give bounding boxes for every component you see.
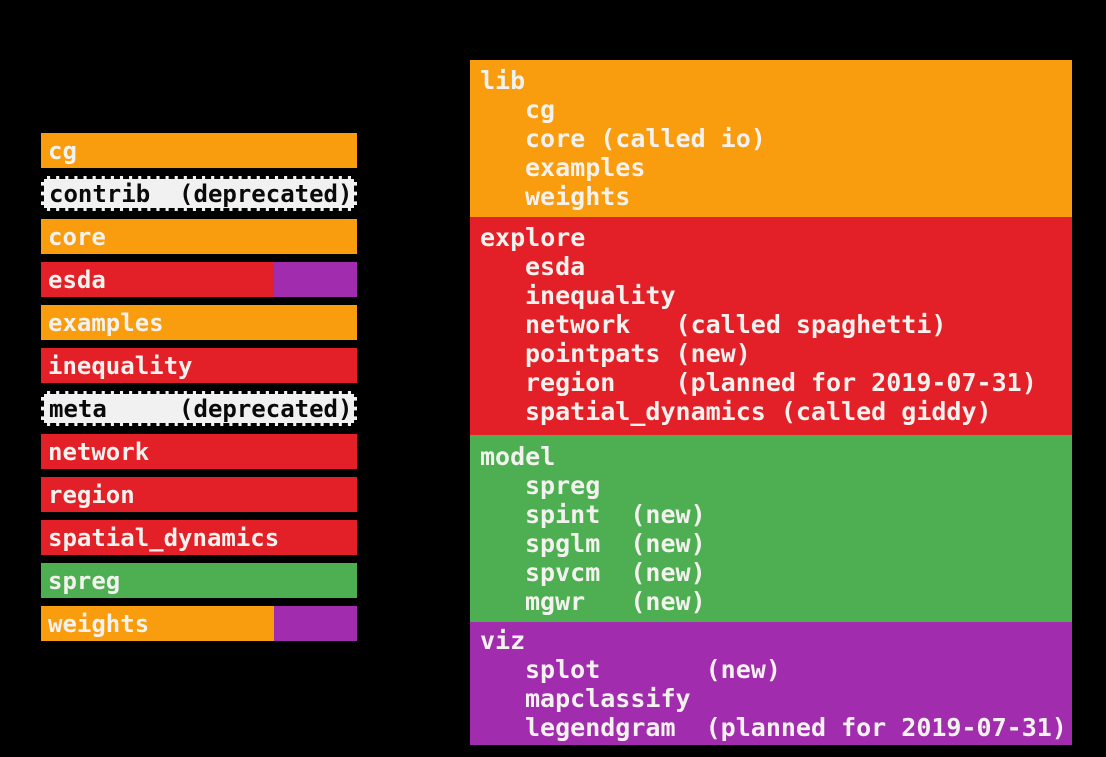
purple-split-segment (274, 606, 357, 641)
module-label: meta (deprecated) (49, 394, 353, 423)
module-label: esda (48, 265, 106, 294)
module-label: examples (48, 308, 164, 337)
section-item: spatial_dynamics (called giddy) (525, 397, 992, 426)
section-item: mapclassify (525, 684, 691, 713)
module-bar-spreg: spreg (41, 563, 357, 598)
purple-split-segment (274, 262, 357, 297)
module-bar-esda: esda (41, 262, 357, 297)
section-item: splot (new) (525, 655, 781, 684)
module-label: network (48, 437, 150, 466)
section-item: pointpats (new) (525, 339, 751, 368)
section-item: spreg (525, 471, 601, 500)
section-lib: lib cg core (called io) examples weights (470, 60, 1072, 217)
section-item: mgwr (new) (525, 587, 706, 616)
section-item: spint (new) (525, 500, 706, 529)
module-label: spreg (48, 566, 121, 595)
module-bar-spatial-dynamics: spatial_dynamics (41, 520, 357, 555)
module-bar-network: network (41, 434, 357, 469)
section-item: spvcm (new) (525, 558, 706, 587)
section-explore: explore esda inequality network (called … (470, 217, 1072, 435)
section-item: esda (525, 252, 586, 281)
section-header: model (480, 442, 556, 471)
module-bar-meta: meta (deprecated) (41, 391, 357, 426)
section-item: weights (525, 182, 631, 211)
module-label: spatial_dynamics (48, 523, 280, 552)
section-header: lib (480, 66, 526, 95)
section-item: spglm (new) (525, 529, 706, 558)
section-viz: viz splot (new) mapclassify legendgram (… (470, 622, 1072, 745)
section-item: legendgram (planned for 2019-07-31) (525, 713, 1067, 742)
section-item: region (planned for 2019-07-31) (525, 368, 1037, 397)
section-item: network (called spaghetti) (525, 310, 947, 339)
module-bar-inequality: inequality (41, 348, 357, 383)
module-label: region (48, 480, 135, 509)
section-item: inequality (525, 281, 676, 310)
module-bar-contrib: contrib (deprecated) (41, 176, 357, 211)
module-label: cg (48, 136, 77, 165)
section-item: core (called io) (525, 124, 766, 153)
module-label: weights (48, 609, 150, 638)
section-header: explore (480, 223, 586, 252)
section-model: model spreg spint (new) spglm (new) spvc… (470, 435, 1072, 622)
module-label: core (48, 222, 106, 251)
module-bar-region: region (41, 477, 357, 512)
module-bar-cg: cg (41, 133, 357, 168)
section-item: examples (525, 153, 646, 182)
module-label: contrib (deprecated) (49, 179, 353, 208)
module-bar-core: core (41, 219, 357, 254)
section-item: cg (525, 95, 556, 124)
section-header: viz (480, 626, 526, 655)
module-label: inequality (48, 351, 193, 380)
module-bar-weights: weights (41, 606, 357, 641)
new-structure-panel: lib cg core (called io) examples weights… (470, 60, 1072, 745)
module-bar-examples: examples (41, 305, 357, 340)
